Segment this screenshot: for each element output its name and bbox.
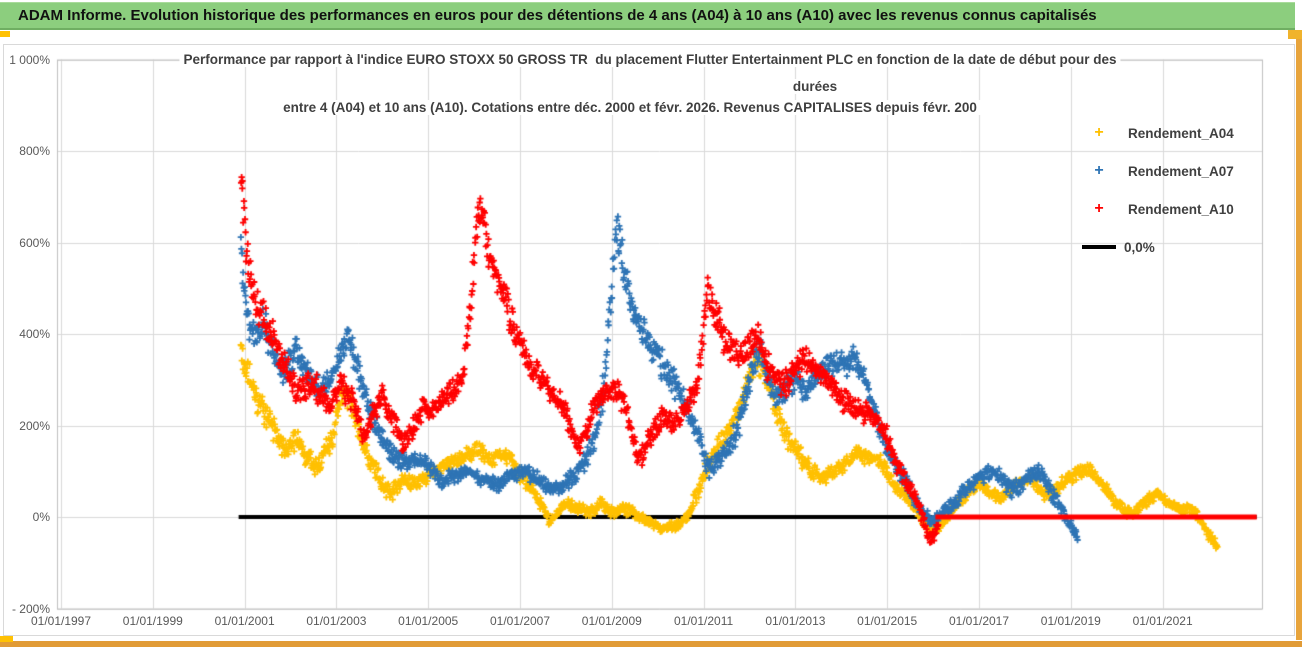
y-tick-label: - 200% — [11, 601, 50, 616]
y-tick-label: 400% — [19, 327, 50, 341]
x-tick-label: 01/01/2015 — [857, 614, 918, 628]
x-tick-label: 01/01/1997 — [30, 614, 92, 628]
x-tick-label: 01/01/2005 — [398, 614, 459, 628]
legend-item-rendement-a10[interactable]: + Rendement_A10 — [1078, 190, 1234, 228]
legend-label: Rendement_A04 — [1128, 125, 1234, 141]
legend-item-0-0-[interactable]: 0,0% — [1078, 228, 1234, 266]
y-tick-label: 1 000% — [9, 52, 50, 67]
x-tick-label: 01/01/2019 — [1040, 614, 1101, 628]
chart-title-line2: durées — [788, 79, 842, 94]
plus-marker-icon: + — [1094, 124, 1104, 141]
x-tick-label: 01/01/2009 — [581, 614, 642, 628]
legend-label: Rendement_A07 — [1128, 163, 1234, 179]
y-tick-label: 600% — [19, 235, 50, 250]
line-marker-icon — [1082, 245, 1116, 249]
x-tick-label: 01/01/2003 — [306, 614, 367, 628]
y-tick-label: 200% — [19, 418, 50, 433]
chart-legend: + Rendement_A04 + Rendement_A07 + Rendement_A… — [1078, 114, 1234, 266]
chart-title-line3: entre 4 (A04) et 10 ans (A10). Cotations… — [279, 100, 981, 115]
y-tick-label: 0% — [32, 510, 50, 524]
plus-marker-icon: + — [1094, 200, 1104, 217]
x-tick-label: 01/01/2007 — [489, 614, 551, 628]
legend-label: Rendement_A10 — [1128, 201, 1234, 217]
chart-title-line1: Performance par rapport à l'indice EURO … — [179, 52, 1121, 67]
legend-item-rendement-a07[interactable]: + Rendement_A07 — [1078, 152, 1234, 190]
x-tick-label: 01/01/2021 — [1132, 614, 1193, 628]
legend-item-rendement-a04[interactable]: + Rendement_A04 — [1078, 114, 1234, 152]
x-tick-label: 01/01/2017 — [948, 614, 1010, 628]
plus-marker-icon: + — [1094, 162, 1104, 179]
y-tick-label: 800% — [19, 144, 50, 158]
x-tick-label: 01/01/2001 — [214, 614, 275, 628]
x-tick-label: 01/01/1999 — [122, 614, 183, 628]
x-tick-label: 01/01/2011 — [674, 614, 734, 628]
x-tick-label: 01/01/2013 — [765, 614, 826, 628]
legend-label: 0,0% — [1124, 239, 1155, 255]
